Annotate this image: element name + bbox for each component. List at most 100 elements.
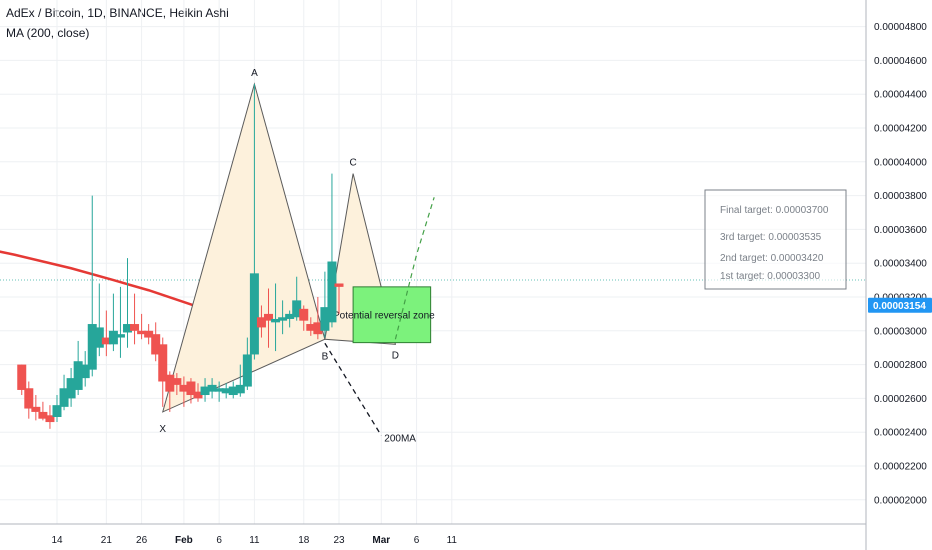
candle-body xyxy=(334,283,344,287)
target-2nd: 2nd target: 0.00003420 xyxy=(720,253,824,264)
targets-box xyxy=(704,189,847,290)
current-price-label: 0.00003154 xyxy=(873,301,926,312)
price-axis[interactable]: 0.00002000 0.00002200 0.00002400 0.00002600… xyxy=(865,0,932,550)
date-tick-label: 6 xyxy=(414,535,420,546)
chart-title: AdEx / Bitcoin, 1D, BINANCE, Heikin Ashi xyxy=(6,6,229,20)
price-tick-label: 0.00002600 xyxy=(874,394,927,405)
candle xyxy=(200,378,210,402)
candle-body xyxy=(186,381,196,396)
candle-body xyxy=(278,317,288,321)
candle xyxy=(242,337,252,390)
price-tick-label: 0.00004800 xyxy=(874,22,927,33)
candle-body xyxy=(228,386,238,396)
candle-body xyxy=(80,364,90,379)
reversal-zone-label: Potential reversal zone xyxy=(333,311,435,322)
candle xyxy=(144,324,154,345)
candle-body xyxy=(320,307,330,331)
pattern-point-c: C xyxy=(349,158,356,169)
date-tick-label: 23 xyxy=(333,535,345,546)
candle xyxy=(186,378,196,404)
projection-path xyxy=(394,197,435,340)
candle xyxy=(94,283,104,357)
candle xyxy=(278,300,288,335)
candle-body xyxy=(66,378,76,399)
candle xyxy=(130,293,140,345)
candle-body xyxy=(200,386,210,396)
price-tick-label: 0.00002200 xyxy=(874,462,927,473)
candle xyxy=(235,364,245,397)
candle xyxy=(17,364,27,396)
candle-body xyxy=(285,313,295,319)
price-tick-label: 0.00003600 xyxy=(874,225,927,236)
candle-body xyxy=(158,344,168,382)
candle-body xyxy=(24,388,34,409)
candle xyxy=(172,373,182,396)
candle-body xyxy=(52,405,62,417)
candle xyxy=(256,305,266,338)
date-tick-label: 14 xyxy=(51,535,63,546)
candle xyxy=(59,374,69,411)
candle-body xyxy=(130,324,140,331)
candle xyxy=(193,383,203,402)
candle xyxy=(327,173,337,328)
candle-body xyxy=(144,330,154,338)
candle xyxy=(38,401,48,421)
price-tick-label: 0.00004400 xyxy=(874,90,927,101)
target-3rd: 3rd target: 0.00003535 xyxy=(720,232,822,243)
candle-body xyxy=(221,388,231,394)
candle xyxy=(80,351,90,387)
candle xyxy=(299,305,309,331)
candle-body xyxy=(45,415,55,423)
candle xyxy=(285,310,295,328)
date-tick-label: 11 xyxy=(447,535,458,546)
candle-body xyxy=(235,384,245,394)
candle-body xyxy=(59,388,69,407)
candle xyxy=(108,293,118,352)
candle-body xyxy=(165,374,175,392)
candles-layer xyxy=(17,84,344,429)
candle xyxy=(207,378,217,399)
candle-body xyxy=(292,300,302,318)
candle-body xyxy=(94,327,104,348)
candle-body xyxy=(327,261,337,323)
candle-body xyxy=(172,378,182,385)
candle xyxy=(165,371,175,412)
candle xyxy=(271,283,281,352)
candle-body xyxy=(313,322,323,335)
date-tick-label: Mar xyxy=(372,535,390,546)
candle-body xyxy=(137,330,147,335)
price-tick-label: 0.00003000 xyxy=(874,326,927,337)
candle-body xyxy=(242,354,252,387)
harmonic-pattern: Potential reversal zone xyxy=(161,82,435,413)
current-price-tag xyxy=(868,297,932,313)
candle-body xyxy=(73,361,83,390)
candle xyxy=(228,381,238,399)
price-tick-label: 0.00003400 xyxy=(874,259,927,270)
candle xyxy=(66,367,76,407)
candle xyxy=(158,337,168,407)
candle-body xyxy=(151,334,161,355)
candle xyxy=(264,288,273,348)
candle xyxy=(24,381,34,419)
candle xyxy=(249,84,259,360)
pattern-point-a: A xyxy=(251,68,258,79)
price-tick-label: 0.00002800 xyxy=(874,360,927,371)
candle xyxy=(137,313,147,340)
candle-body xyxy=(306,324,316,331)
candle xyxy=(214,381,224,402)
candle-body xyxy=(123,324,132,333)
candle xyxy=(87,195,97,377)
candle xyxy=(292,276,302,321)
time-axis[interactable]: 14 21 26 Feb 6 11 18 23 Mar 6 11 xyxy=(0,523,866,546)
candle xyxy=(221,383,231,399)
candle xyxy=(115,286,125,358)
target-1st: 1st target: 0.00003300 xyxy=(720,271,821,282)
ma-pointer-line xyxy=(324,342,382,436)
price-tick-label: 0.00004000 xyxy=(874,157,927,168)
candle xyxy=(334,283,344,314)
candle-body xyxy=(38,411,48,419)
candle-body xyxy=(214,388,224,392)
pattern-point-d: D xyxy=(392,350,399,361)
candle-body xyxy=(256,317,266,328)
